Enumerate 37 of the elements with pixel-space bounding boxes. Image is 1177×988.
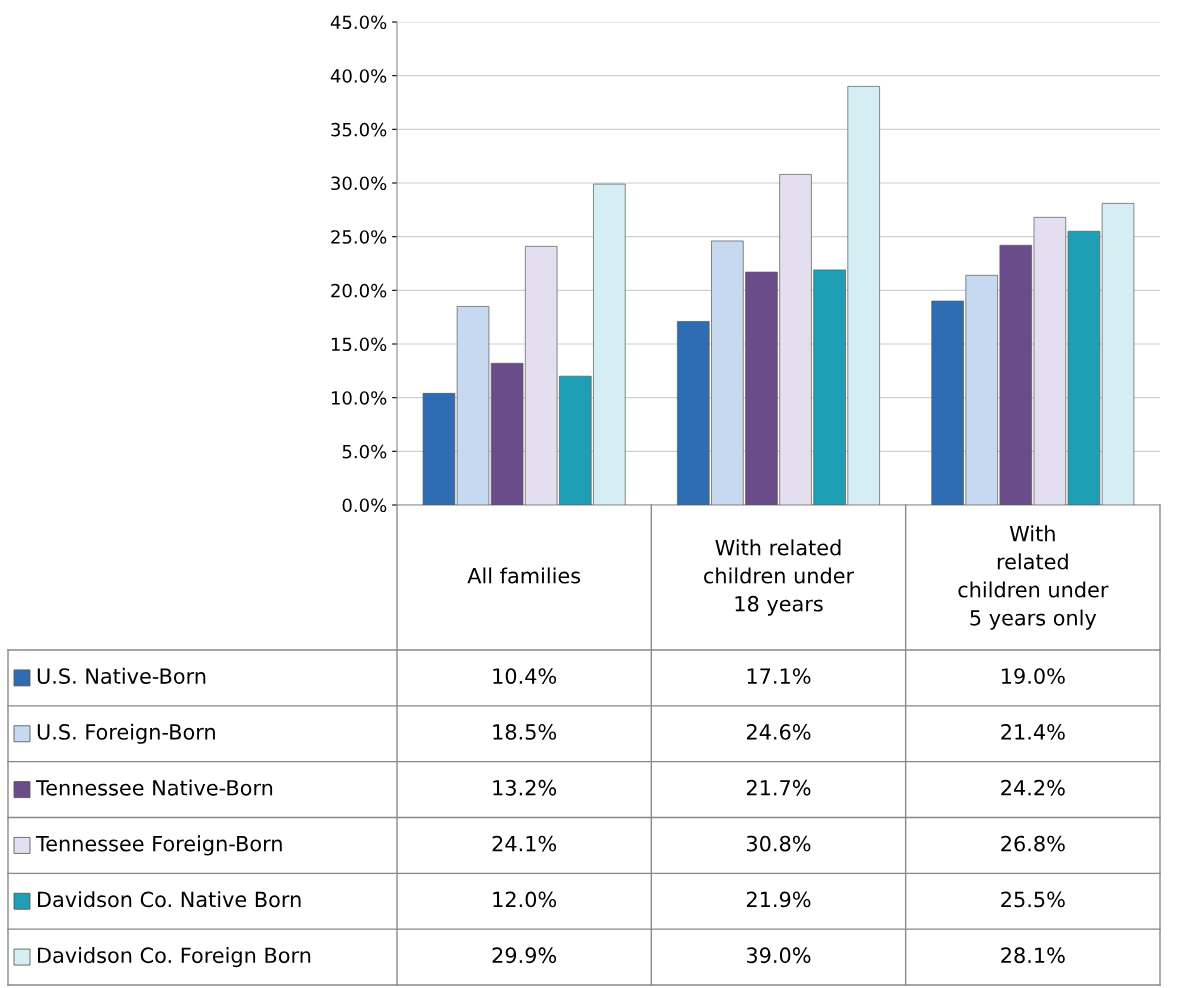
data-label: 29.9% — [492, 947, 557, 964]
data-label: 18.5% — [493, 724, 557, 740]
data-label: 24.1% — [492, 835, 557, 852]
y-tick-label: 30.0% — [331, 176, 387, 191]
data-label: 26.8% — [1001, 835, 1065, 852]
legend-label: U.S. Native-Born — [37, 667, 206, 684]
data-label: 24.6% — [746, 724, 811, 740]
data-label: 21.4% — [1001, 724, 1065, 740]
y-tick-label: 35.0% — [331, 122, 387, 137]
x-tick-label: With related children under 5 years only — [958, 525, 1109, 630]
x-tick-label: With related children under 18 years — [704, 539, 855, 616]
y-tick-label: 5.0% — [342, 444, 387, 459]
data-label: 10.4% — [493, 668, 557, 684]
legend-label: Tennessee Native-Born — [35, 779, 273, 796]
data-label: 21.9% — [746, 891, 811, 908]
data-label: 13.2% — [493, 779, 557, 796]
legend-label: Tennessee Foreign-Born — [35, 835, 282, 856]
y-tick-label: 25.0% — [331, 230, 387, 244]
x-tick-label: All families — [467, 567, 581, 584]
y-tick-label: 0.0% — [342, 498, 387, 513]
data-label: 30.8% — [747, 835, 811, 852]
data-label: 24.2% — [1001, 779, 1065, 796]
data-label: 21.7% — [746, 779, 811, 796]
y-tick-label: 40.0% — [330, 69, 387, 83]
data-label: 19.0% — [1002, 668, 1065, 684]
y-tick-label: 20.0% — [331, 283, 387, 298]
data-label: 39.0% — [747, 947, 811, 964]
legend-label: Davidson Co. Native Born — [38, 891, 301, 908]
legend-label: Davidson Co. Foreign Born — [38, 947, 311, 968]
data-label: 25.5% — [1001, 891, 1065, 908]
y-tick-label: 45.0% — [330, 15, 387, 30]
data-label: 17.1% — [747, 668, 811, 684]
legend-label: U.S. Foreign-Born — [37, 723, 215, 744]
y-tick-label: 10.0% — [331, 391, 387, 405]
data-label: 28.1% — [1001, 947, 1065, 964]
y-tick-label: 15.0% — [331, 337, 387, 352]
data-label: 12.0% — [493, 891, 557, 908]
